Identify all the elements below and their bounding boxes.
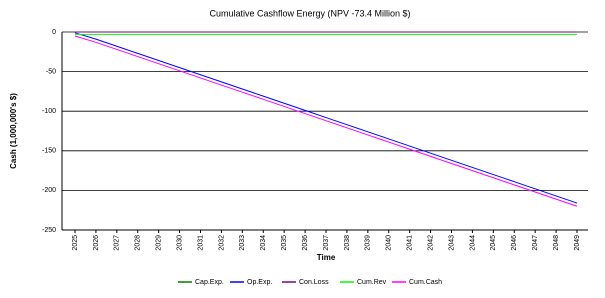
x-tick-label: 2038 — [344, 235, 351, 251]
legend-label: Cap.Exp. — [195, 279, 224, 286]
chart-title: Cumulative Cashflow Energy (NPV -73.4 Mi… — [209, 8, 410, 18]
y-tick-label: -150 — [42, 148, 56, 155]
legend-label: Cum.Rev — [357, 279, 387, 286]
x-tick-label: 2031 — [197, 235, 204, 251]
x-tick-label: 2029 — [156, 235, 163, 251]
legend-label: Cum.Cash — [409, 279, 442, 286]
series-line — [74, 32, 578, 204]
x-tick-label: 2049 — [574, 235, 581, 251]
x-tick-label: 2030 — [176, 235, 183, 251]
x-tick-label: 2036 — [302, 235, 309, 251]
x-tick-label: 2046 — [511, 235, 518, 251]
x-tick-label: 2032 — [218, 235, 225, 251]
x-tick-label: 2039 — [365, 235, 372, 251]
y-axis-title: Cash (1,000,000's $) — [9, 93, 18, 169]
x-tick-label: 2033 — [239, 235, 246, 251]
x-axis-title: Time — [317, 253, 336, 262]
series-line — [74, 35, 578, 207]
y-tick-label: -50 — [46, 68, 56, 75]
x-tick-label: 2045 — [490, 235, 497, 251]
x-tick-label: 2034 — [260, 235, 267, 251]
x-tick-label: 2035 — [281, 235, 288, 251]
x-tick-label: 2027 — [114, 235, 121, 251]
x-tick-label: 2041 — [407, 235, 414, 251]
x-tick-label: 2040 — [386, 235, 393, 251]
y-tick-label: -200 — [42, 187, 56, 194]
y-tick-label: -100 — [42, 108, 56, 115]
x-tick-label: 2044 — [469, 235, 476, 251]
x-tick-label: 2043 — [448, 235, 455, 251]
legend-label: Op.Exp. — [247, 279, 272, 286]
x-tick-label: 2037 — [323, 235, 330, 251]
x-tick-label: 2048 — [553, 235, 560, 251]
x-tick-label: 2025 — [72, 235, 79, 251]
y-tick-label: -250 — [42, 227, 56, 234]
legend-label: Con.Loss — [299, 279, 329, 286]
x-tick-label: 2026 — [93, 235, 100, 251]
y-tick-label: 0 — [52, 29, 56, 36]
x-tick-label: 2047 — [532, 235, 539, 251]
x-tick-label: 2042 — [427, 235, 434, 251]
x-tick-label: 2028 — [135, 235, 142, 251]
